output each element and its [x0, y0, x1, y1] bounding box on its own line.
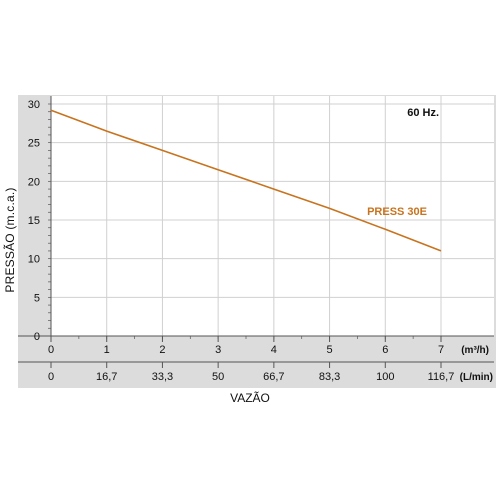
- x-secondary-tick-label: 16,7: [96, 371, 117, 383]
- x-secondary-tick-label: 66,7: [263, 371, 284, 383]
- y-tick-label: 0: [34, 331, 40, 343]
- x-primary-unit-label: (m³/h): [461, 345, 489, 356]
- x-primary-tick-label: 1: [104, 344, 110, 356]
- y-tick-label: 5: [34, 292, 40, 304]
- x-primary-tick-label: 3: [215, 344, 221, 356]
- x-primary-tick-label: 0: [48, 344, 54, 356]
- plot-area: [51, 96, 494, 336]
- x-secondary-tick-label: 83,3: [319, 371, 340, 383]
- series-line: [50, 109, 442, 252]
- x-secondary-unit-label: (L/min): [460, 372, 493, 383]
- x-axis-title: VAZÃO: [230, 391, 270, 405]
- x-secondary-tick-label: 50: [212, 371, 224, 383]
- x-primary-tick-label: 6: [382, 344, 388, 356]
- x-primary-tick-label: 5: [327, 344, 333, 356]
- x-secondary-tick-label: 0: [48, 371, 54, 383]
- y-tick-label: 20: [28, 176, 40, 188]
- y-axis-title: PRESSÃO (m.c.a.): [3, 187, 17, 293]
- frequency-annotation: 60 Hz.: [407, 107, 439, 119]
- x-secondary-tick-label: 33,3: [152, 371, 173, 383]
- x-primary-tick-label: 7: [438, 344, 444, 356]
- y-tick-label: 30: [28, 99, 40, 111]
- x-secondary-tick-label: 100: [376, 371, 394, 383]
- series-label: PRESS 30E: [367, 206, 427, 218]
- y-tick-label: 15: [28, 215, 40, 227]
- y-tick-label: 25: [28, 138, 40, 150]
- x-primary-tick-label: 2: [159, 344, 165, 356]
- x-secondary-tick-label: 116,7: [428, 371, 455, 383]
- x-primary-tick-label: 4: [271, 344, 277, 356]
- y-tick-label: 10: [28, 254, 40, 266]
